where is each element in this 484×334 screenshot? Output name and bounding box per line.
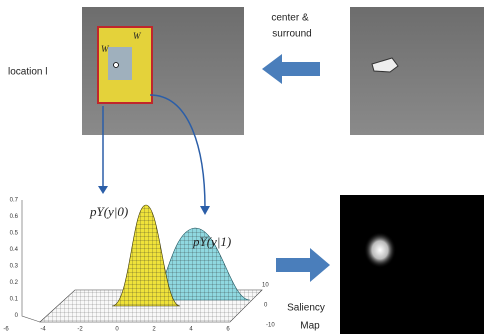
- distribution-label: pY(y|1): [192, 234, 231, 249]
- source-image: [350, 7, 484, 135]
- output-label: Saliency: [287, 303, 325, 314]
- tick-label: 0.1: [10, 297, 19, 303]
- arrow-label: center &: [271, 13, 309, 24]
- tick-label: 0: [115, 327, 119, 333]
- arrow: [276, 248, 330, 282]
- tick-label: 0.5: [10, 231, 19, 237]
- center-window: [108, 47, 132, 80]
- axis: [22, 200, 40, 322]
- location-label: location l: [8, 67, 47, 78]
- arrow: [262, 54, 320, 84]
- tick-label: 10: [262, 283, 269, 289]
- tick-label: 0.7: [10, 198, 19, 204]
- arrow-label: surround: [272, 29, 311, 40]
- saliency-blob: [364, 232, 396, 268]
- saliency-map: [340, 195, 484, 334]
- tick-label: 0.6: [10, 214, 19, 220]
- location-point: [114, 63, 119, 68]
- tick-label: -2: [77, 327, 83, 333]
- arrowhead: [200, 206, 210, 215]
- tick-label: 2: [152, 327, 156, 333]
- tick-label: 0.3: [10, 264, 19, 270]
- tick-label: 0: [15, 313, 19, 319]
- tick-label: 6: [226, 327, 230, 333]
- diagram: W W location l center & surround 0.70.60…: [0, 0, 484, 334]
- tick-label: 4: [189, 327, 193, 333]
- distribution-label: pY(y|0): [89, 204, 128, 219]
- tick-label: -4: [40, 327, 46, 333]
- tick-label: 0.4: [10, 247, 19, 253]
- arrowhead: [98, 186, 108, 194]
- tick-label: -10: [266, 323, 275, 329]
- tick-label: -6: [3, 327, 9, 333]
- tick-label: 0.2: [10, 280, 19, 286]
- output-label: Map: [300, 321, 320, 332]
- tick-label: 0: [264, 303, 268, 309]
